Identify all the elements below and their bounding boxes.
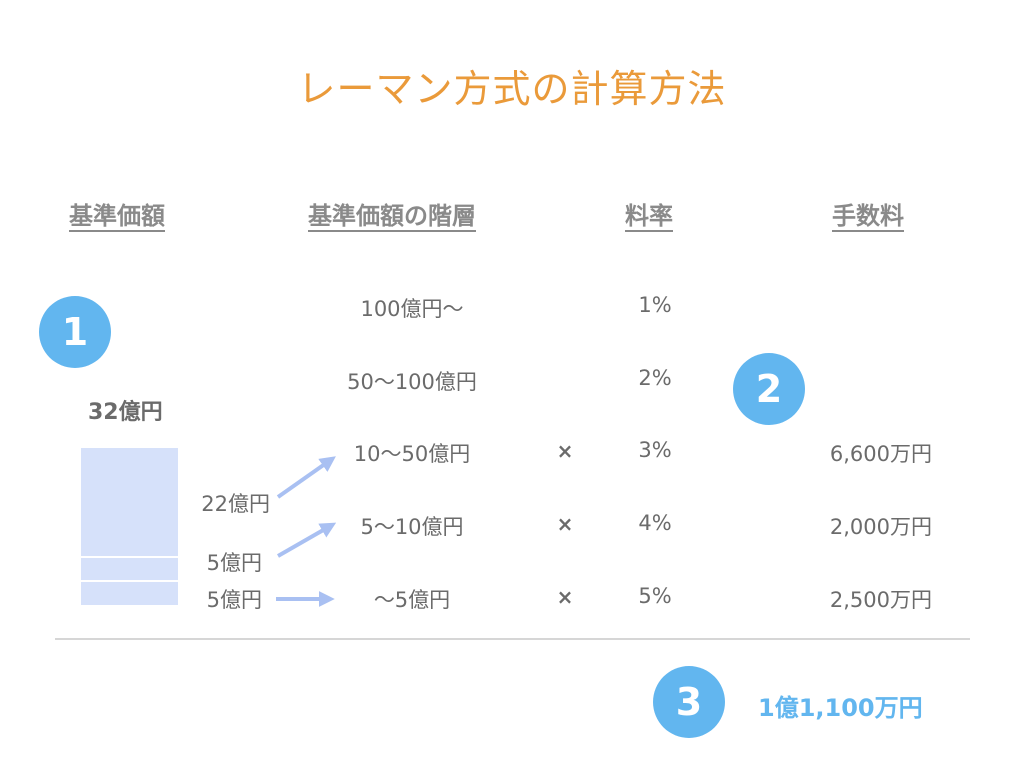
page-title: レーマン方式の計算方法 bbox=[297, 67, 727, 111]
header-fee: 手数料 bbox=[832, 202, 904, 230]
total-divider bbox=[55, 638, 970, 640]
tier-fee-5: 2,500万円 bbox=[829, 588, 932, 612]
header-tiers: 基準価額の階層 bbox=[308, 202, 476, 230]
step-1-circle: 1 bbox=[39, 296, 111, 368]
tier-fee-3: 6,600万円 bbox=[829, 442, 932, 466]
arrow-22-to-10-50 bbox=[276, 456, 336, 499]
tier-range-3: 10〜50億円 bbox=[353, 442, 471, 466]
amount-block bbox=[81, 448, 178, 605]
step-2-circle: 2 bbox=[733, 353, 805, 425]
tier-range-2: 50〜100億円 bbox=[347, 370, 477, 394]
tier-fee-4: 2,000万円 bbox=[829, 515, 932, 539]
tier-range-1: 100億円〜 bbox=[360, 297, 464, 321]
header-base-value: 基準価額 bbox=[69, 202, 165, 230]
multiply-sign-5: × bbox=[556, 585, 574, 609]
total-fee: 1億1,100万円 bbox=[758, 694, 923, 722]
block-divider-upper bbox=[81, 556, 178, 558]
multiply-sign-3: × bbox=[556, 439, 574, 463]
tier-range-5: 〜5億円 bbox=[373, 588, 451, 612]
tier-rate-4: 4% bbox=[638, 511, 672, 535]
tier-range-4: 5〜10億円 bbox=[360, 515, 464, 539]
base-amount: 32億円 bbox=[88, 400, 163, 425]
breakdown-label-22: 22億円 bbox=[201, 492, 270, 516]
step-3-circle: 3 bbox=[653, 666, 725, 738]
tier-rate-1: 1% bbox=[638, 293, 672, 317]
breakdown-label-5-lower: 5億円 bbox=[206, 588, 262, 612]
breakdown-label-5-upper: 5億円 bbox=[206, 551, 262, 575]
header-rate: 料率 bbox=[625, 202, 673, 230]
block-divider-lower bbox=[81, 580, 178, 582]
multiply-sign-4: × bbox=[556, 512, 574, 536]
tier-rate-2: 2% bbox=[638, 366, 672, 390]
arrow-5-to-5-10 bbox=[277, 522, 337, 558]
tier-rate-5: 5% bbox=[638, 584, 672, 608]
tier-rate-3: 3% bbox=[638, 438, 672, 462]
